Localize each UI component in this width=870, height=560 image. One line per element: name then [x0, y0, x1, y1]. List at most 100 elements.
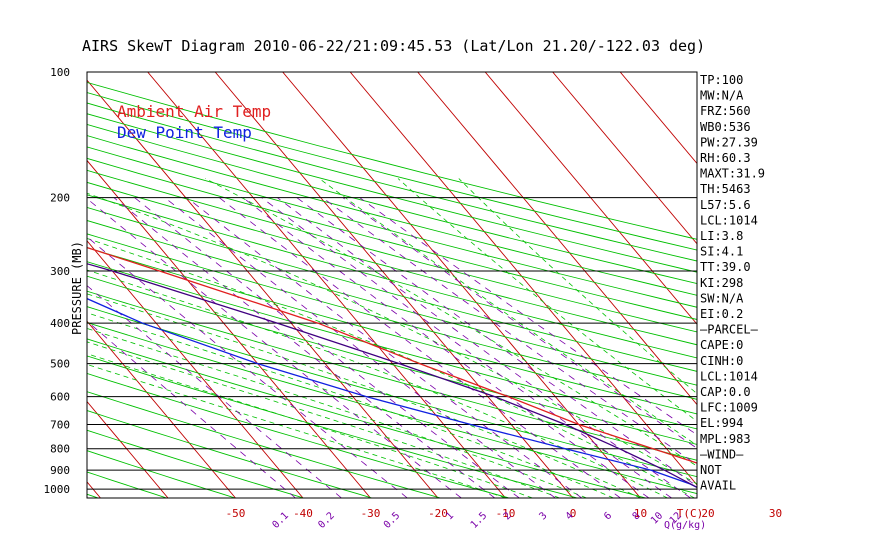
mixing-ratio-line [87, 320, 296, 498]
dry-adiabat-line [87, 92, 697, 251]
dry-adiabat-line [87, 391, 441, 498]
sounding-index: CAPE:0 [700, 338, 743, 352]
sounding-index: LFC:1009 [700, 401, 758, 415]
bottom-temp-tick-label: -40 [293, 507, 313, 520]
dry-adiabat-line [87, 290, 697, 461]
moist-adiabat-line [87, 312, 614, 498]
bottom-temp-tick-label: 30 [769, 507, 782, 520]
sounding-index: PW:27.39 [700, 135, 758, 149]
mixing-ratio-tick-label: 10 [649, 510, 665, 526]
dry-adiabat-line [87, 169, 697, 333]
dry-adiabat-line [87, 306, 697, 478]
dew-point-temp-line [87, 297, 697, 489]
mixing-ratio-line [164, 197, 556, 498]
pressure-tick-label: 100 [50, 66, 70, 79]
mixing-ratio-line [87, 285, 342, 498]
sounding-index: EL:994 [700, 416, 743, 430]
mixing-ratio-tick-label: 1 [444, 510, 456, 522]
sounding-index: —PARCEL— [700, 323, 759, 337]
dry-adiabat-line [87, 338, 646, 498]
profile-lines [87, 246, 697, 489]
dry-adiabat-line [87, 194, 697, 359]
bottom-temp-tick-label: -20 [428, 507, 448, 520]
moist-adiabat-line [87, 353, 533, 498]
bottom-temp-tick-label: -50 [226, 507, 246, 520]
sounding-index: CINH:0 [700, 354, 743, 368]
bottom-temp-tick-label: 0 [570, 507, 577, 520]
mixing-ratio-line [113, 197, 495, 498]
dry-adiabat-line [87, 429, 304, 498]
mixing-ratio-line [322, 197, 697, 466]
mixing-ratio-tick-label: 6 [602, 510, 614, 522]
legend-dew-point-temp: Dew Point Temp [117, 123, 252, 142]
sounding-index: KI:298 [700, 276, 743, 290]
dry-adiabat-line [87, 410, 373, 498]
pressure-tick-label: 500 [50, 358, 70, 371]
mixing-ratio-tick-label: 1.5 [469, 510, 490, 531]
isotherm-line [282, 72, 641, 498]
isotherm-line [484, 72, 697, 325]
y-axis-label: PRESSURE (MB) [70, 241, 84, 335]
isotherm-line [87, 400, 169, 498]
mixing-ratio-line [261, 197, 672, 498]
dry-adiabat-line [87, 322, 697, 495]
isotherm-line [619, 72, 697, 165]
sounding-index: TH:5463 [700, 182, 751, 196]
moist-adiabat-line [87, 238, 695, 498]
moist-adiabat-line [87, 192, 697, 485]
sounding-index: MPL:983 [700, 432, 751, 446]
isotherm-line [417, 72, 697, 406]
bottom-temp-tick-label: 20 [701, 507, 714, 520]
dry-adiabat-line [87, 206, 697, 372]
moist-adiabat-line [87, 341, 560, 498]
isotherm-line [0, 72, 33, 498]
mixing-ratio-tick-label: 0.1 [270, 510, 291, 531]
dry-adiabat-line [87, 146, 697, 308]
isotherm-line [87, 240, 304, 498]
mixing-ratio-line [277, 197, 691, 498]
sounding-index: LCL:1014 [700, 369, 758, 383]
pressure-tick-label: 1000 [44, 483, 71, 496]
sounding-index: MAXT:31.9 [700, 167, 765, 181]
bottom-temp-tick-label: -10 [496, 507, 516, 520]
sounding-index: NOT [700, 463, 722, 477]
isotherm-line [87, 159, 371, 498]
mixing-ratio-tick-label: 0.2 [316, 510, 337, 531]
dry-adiabat-line [87, 355, 578, 498]
mixing-ratio-line [134, 197, 520, 498]
sounding-index: RH:60.3 [700, 151, 751, 165]
mixing-ratio-line [87, 236, 408, 498]
sounding-index: TP:100 [700, 73, 743, 87]
moist-adiabat-line [87, 328, 587, 498]
isotherm-line [87, 481, 101, 498]
sounding-index: MW:N/A [700, 89, 744, 103]
dry-adiabat-line [87, 102, 697, 262]
sounding-index: SI:4.1 [700, 245, 743, 259]
mixing-ratio-line [186, 197, 582, 498]
sounding-index: SW:N/A [700, 291, 744, 305]
mixing-ratio-line [242, 197, 650, 498]
dry-adiabat-line [87, 372, 510, 498]
moist-adiabat-line [318, 178, 697, 446]
legend-ambient-air-temp: Ambient Air Temp [117, 102, 271, 121]
pressure-tick-label: 700 [50, 419, 70, 432]
dry-adiabat-line [87, 157, 697, 320]
mixing-unit-label: Q(g/kg) [664, 520, 706, 531]
sounding-index: —WIND— [700, 447, 744, 461]
isotherm-line [87, 79, 439, 498]
skewt-grid [0, 72, 697, 498]
pressure-tick-label: 800 [50, 443, 70, 456]
mixing-ratio-line [342, 197, 697, 449]
pressure-tick-label: 900 [50, 464, 70, 477]
dry-adiabat-line [87, 247, 697, 415]
moist-adiabat-line [205, 178, 697, 467]
ambient-air-temp-line [87, 246, 697, 464]
sounding-index: LI:3.8 [700, 229, 743, 243]
moist-adiabat-line [458, 178, 697, 395]
mixing-ratio-tick-label: 0.5 [382, 510, 403, 531]
mixing-ratio-tick-label: 3 [537, 510, 549, 522]
dry-adiabat-line [87, 275, 697, 445]
isotherm-line [552, 72, 697, 245]
